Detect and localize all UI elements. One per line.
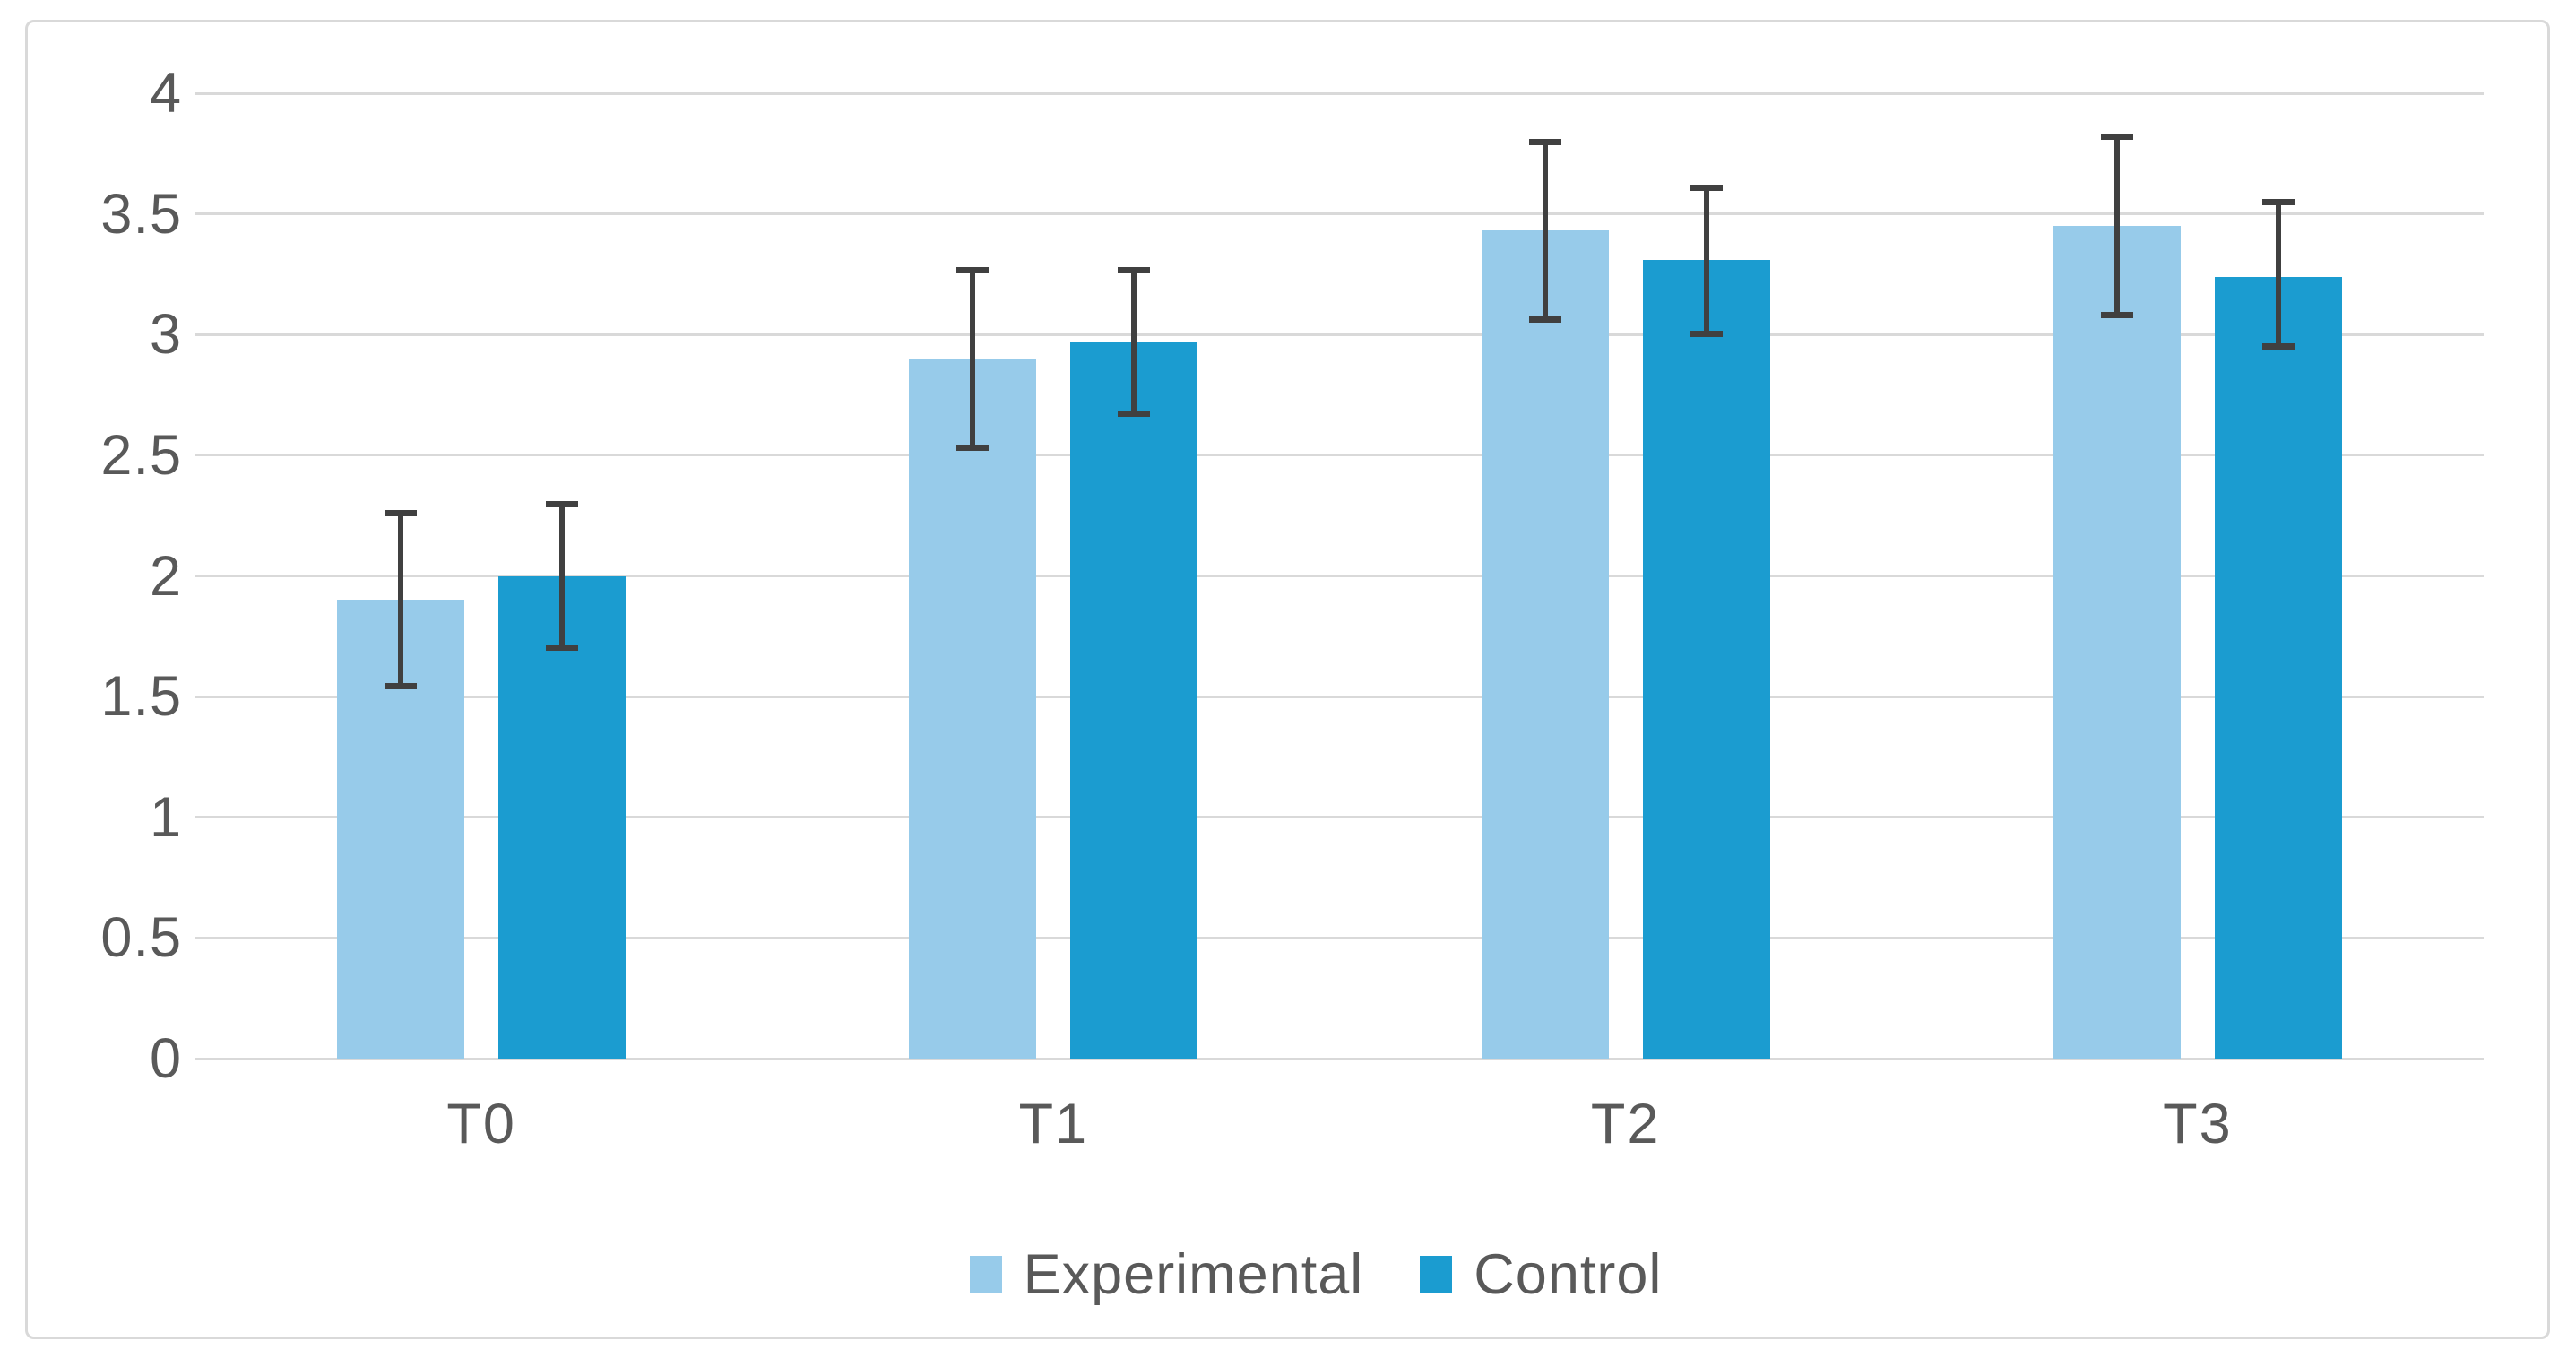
y-axis-tick-label: 0.5: [100, 906, 182, 970]
gridline: [195, 695, 2484, 698]
error-bar-cap-top: [1528, 138, 1561, 145]
legend-item-control: Control: [1420, 1234, 1662, 1315]
bar-experimental-t3: [2053, 226, 2181, 1059]
y-axis-tick-label: 3.5: [100, 182, 182, 246]
y-axis-tick-label: 1: [149, 785, 182, 849]
gridline: [195, 333, 2484, 336]
error-bar-control-t2: [1703, 187, 1709, 335]
x-axis-label: T3: [2163, 1093, 2233, 1155]
error-bar-cap-top: [1118, 266, 1151, 273]
legend-swatch-experimental-icon: [969, 1256, 1002, 1293]
bar-control-t1: [1070, 342, 1198, 1059]
y-axis-tick-label: 2: [149, 544, 182, 608]
x-axis-label: T0: [446, 1093, 516, 1155]
y-axis-tick-label: 1.5: [100, 665, 182, 729]
legend-item-experimental: Experimental: [969, 1234, 1364, 1315]
error-bar-cap-bottom: [546, 645, 579, 652]
x-axis-line: [195, 1057, 2484, 1060]
gridline: [195, 936, 2484, 939]
error-bar-cap-bottom: [2261, 342, 2295, 350]
y-axis-tick-label: 0: [149, 1027, 182, 1090]
x-axis-label: T1: [1018, 1093, 1089, 1155]
error-bar-cap-top: [2100, 134, 2133, 141]
error-bar-control-t1: [1131, 269, 1137, 415]
error-bar-experimental-t3: [2114, 136, 2120, 316]
gridline: [195, 575, 2484, 577]
error-bar-cap-top: [385, 510, 418, 517]
y-axis-tick-label: 4: [149, 62, 182, 125]
error-bar-cap-bottom: [1528, 316, 1561, 324]
bar-experimental-t2: [1481, 230, 1609, 1059]
error-bar-cap-top: [546, 500, 579, 507]
bar-control-t0: [498, 575, 627, 1059]
chart-area: 4 3.5 3 2.5 2 1.5 1 0.5 0 T0 T1 T2 T3 Experimental C…: [25, 20, 2550, 1339]
y-axis-tick-label: 3: [149, 303, 182, 367]
error-bar-experimental-t2: [1542, 141, 1548, 321]
gridline: [195, 91, 2484, 95]
error-bar-cap-bottom: [956, 444, 990, 451]
legend-swatch-control-icon: [1420, 1256, 1453, 1293]
error-bar-experimental-t0: [398, 513, 404, 688]
gridline: [195, 212, 2484, 216]
bar-control-t3: [2214, 276, 2342, 1059]
gridline: [195, 816, 2484, 819]
error-bar-cap-top: [956, 266, 990, 273]
error-bar-control-t0: [559, 503, 566, 649]
gridline: [195, 454, 2484, 457]
error-bar-cap-bottom: [2100, 311, 2133, 318]
y-axis-tick-label: 2.5: [100, 423, 182, 487]
error-bar-control-t3: [2275, 202, 2281, 347]
error-bar-cap-bottom: [1118, 411, 1151, 418]
legend: Experimental Control: [28, 1234, 2576, 1315]
error-bar-experimental-t1: [970, 269, 976, 448]
error-bar-cap-top: [2261, 199, 2295, 206]
legend-label-experimental: Experimental: [1023, 1243, 1364, 1306]
error-bar-cap-bottom: [1690, 331, 1723, 338]
error-bar-cap-bottom: [385, 683, 418, 690]
plot-area: 4 3.5 3 2.5 2 1.5 1 0.5 0 T0 T1 T2 T3: [28, 22, 2547, 1337]
x-axis-label: T2: [1590, 1093, 1661, 1155]
error-bar-cap-top: [1690, 185, 1723, 191]
legend-label-control: Control: [1474, 1243, 1663, 1306]
bar-control-t2: [1642, 259, 1770, 1059]
bar-experimental-t1: [909, 359, 1037, 1059]
